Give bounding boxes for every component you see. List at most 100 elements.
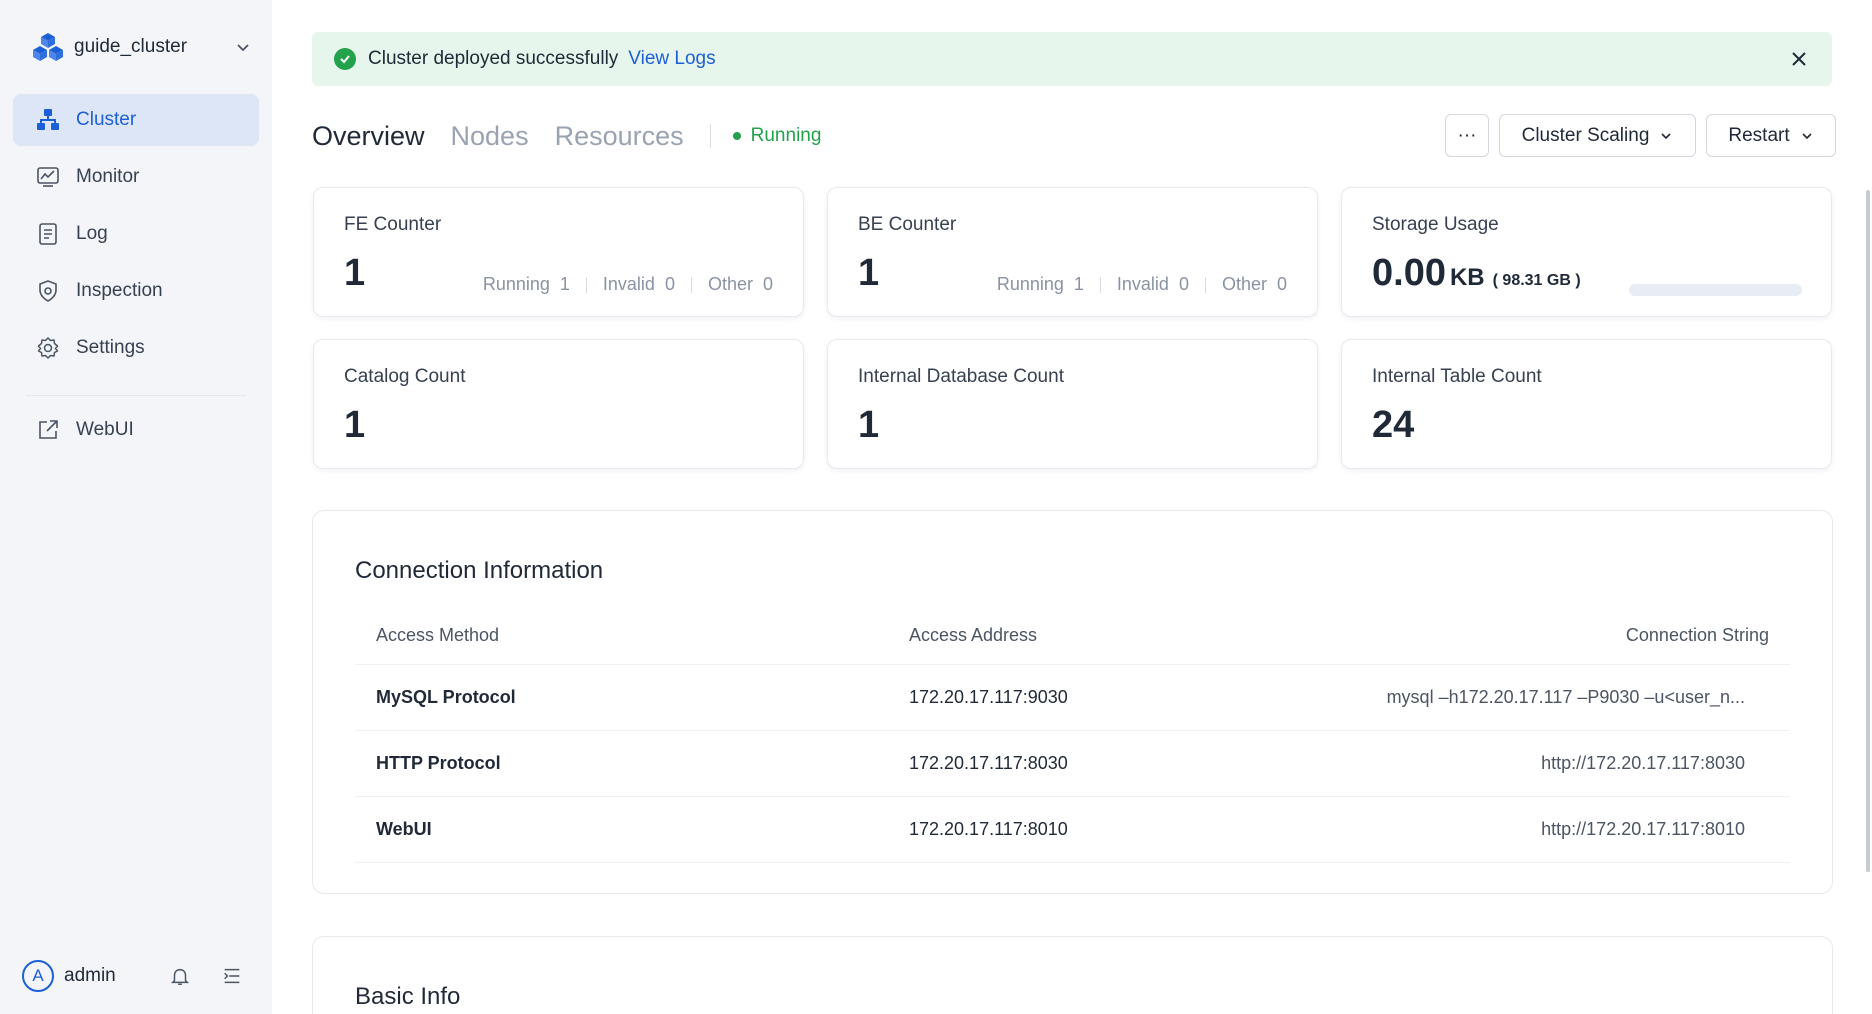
card-value: 1 bbox=[344, 252, 366, 294]
vertical-scrollbar[interactable] bbox=[1866, 190, 1870, 872]
storage-total: ( 98.31 GB ) bbox=[1492, 272, 1581, 289]
database-count-card: Internal Database Count 1 bbox=[827, 339, 1318, 469]
status-dot bbox=[732, 132, 741, 140]
sidebar-webui-section: WebUI bbox=[13, 404, 259, 461]
card-title: BE Counter bbox=[858, 214, 957, 235]
panel-title: Basic Info bbox=[355, 983, 461, 1010]
sidebar-item-label: WebUI bbox=[76, 419, 134, 440]
sidebar-item-monitor[interactable]: Monitor bbox=[13, 151, 259, 203]
view-logs-link[interactable]: View Logs bbox=[628, 48, 716, 69]
fe-counter-card: FE Counter 1 Running 1 Invalid 0 Other 0 bbox=[313, 187, 804, 317]
divider bbox=[585, 276, 587, 293]
table-count-card: Internal Table Count 24 bbox=[1341, 339, 1832, 469]
invalid-count: 0 bbox=[1178, 274, 1189, 294]
access-address[interactable]: 172.20.17.117:9030 bbox=[909, 687, 1068, 707]
storage-value: 0.00 KB ( 98.31 GB ) bbox=[1372, 252, 1581, 295]
table-row: WebUI 172.20.17.117:8010 http://172.20.1… bbox=[355, 797, 1790, 863]
cluster-scaling-button[interactable]: Cluster Scaling bbox=[1499, 114, 1696, 157]
sidebar-item-inspection[interactable]: Inspection bbox=[13, 265, 259, 317]
card-title: Internal Table Count bbox=[1372, 366, 1542, 387]
be-breakdown: Running 1 Invalid 0 Other 0 bbox=[997, 274, 1287, 295]
inspection-icon bbox=[35, 278, 61, 304]
tab-divider bbox=[709, 124, 711, 148]
header-access-address: Access Address bbox=[909, 625, 1038, 645]
check-circle-icon bbox=[334, 48, 356, 70]
chevron-down-icon bbox=[1661, 132, 1671, 139]
card-value: 1 bbox=[858, 252, 880, 294]
access-address[interactable]: 172.20.17.117:8030 bbox=[909, 753, 1068, 773]
connection-string[interactable]: http://172.20.17.117:8030 bbox=[1541, 753, 1745, 773]
sidebar-item-label: Settings bbox=[76, 337, 145, 358]
header-access-method: Access Method bbox=[376, 625, 500, 645]
header-connection-string: Connection String bbox=[1625, 625, 1769, 645]
card-title: Catalog Count bbox=[344, 366, 466, 387]
running-label: Running bbox=[996, 274, 1064, 294]
sidebar-item-cluster[interactable]: Cluster bbox=[13, 94, 259, 146]
connection-table: Access Method Access Address Connection … bbox=[355, 607, 1790, 863]
tab-bar: Overview Nodes Resources Running bbox=[312, 116, 821, 156]
sidebar-item-label: Inspection bbox=[76, 280, 163, 301]
table-header: Access Method Access Address Connection … bbox=[355, 607, 1790, 665]
access-address[interactable]: 172.20.17.117:8010 bbox=[909, 819, 1068, 839]
success-alert: Cluster deployed successfully View Logs bbox=[312, 32, 1832, 86]
status-text: Running bbox=[750, 125, 822, 146]
storage-usage-card: Storage Usage 0.00 KB ( 98.31 GB ) bbox=[1341, 187, 1832, 317]
status-badge: Running bbox=[732, 125, 822, 147]
card-value: 1 bbox=[344, 404, 366, 446]
sidebar: guide_cluster Cluster Monitor Log Ins bbox=[0, 0, 272, 1014]
table-row: HTTP Protocol 172.20.17.117:8030 http://… bbox=[355, 731, 1790, 797]
storage-unit: KB bbox=[1449, 264, 1485, 291]
log-icon bbox=[35, 221, 61, 247]
access-method: HTTP Protocol bbox=[376, 753, 501, 773]
sidebar-item-log[interactable]: Log bbox=[13, 208, 259, 260]
running-count: 1 bbox=[1073, 274, 1084, 294]
fe-breakdown: Running 1 Invalid 0 Other 0 bbox=[483, 274, 773, 295]
more-button[interactable]: ··· bbox=[1445, 114, 1489, 157]
card-title: FE Counter bbox=[344, 214, 442, 235]
other-label: Other bbox=[707, 274, 753, 294]
invalid-label: Invalid bbox=[1116, 274, 1169, 294]
sidebar-footer: A admin bbox=[22, 956, 252, 996]
catalog-count-card: Catalog Count 1 bbox=[313, 339, 804, 469]
sidebar-item-label: Cluster bbox=[76, 109, 137, 130]
cluster-logo-icon bbox=[33, 33, 63, 61]
sidebar-divider bbox=[26, 395, 246, 396]
chevron-down-icon bbox=[237, 44, 249, 52]
bell-icon[interactable] bbox=[168, 964, 192, 988]
chevron-down-icon bbox=[1802, 132, 1812, 139]
sidebar-item-webui[interactable]: WebUI bbox=[13, 404, 259, 456]
access-method: WebUI bbox=[376, 819, 432, 839]
restart-button[interactable]: Restart bbox=[1706, 114, 1836, 157]
connection-string[interactable]: mysql –h172.20.17.117 –P9030 –u<user_n..… bbox=[1386, 687, 1745, 707]
tab-overview[interactable]: Overview bbox=[312, 120, 425, 151]
card-title: Storage Usage bbox=[1372, 214, 1499, 235]
storage-used: 0.00 bbox=[1372, 252, 1446, 294]
panel-title: Connection Information bbox=[355, 557, 604, 584]
divider bbox=[1204, 276, 1206, 293]
close-icon[interactable] bbox=[1788, 48, 1810, 70]
alert-message: Cluster deployed successfully bbox=[368, 48, 619, 69]
cluster-name: guide_cluster bbox=[74, 36, 188, 57]
divider bbox=[1099, 276, 1101, 293]
tab-resources[interactable]: Resources bbox=[554, 120, 684, 151]
restart-label: Restart bbox=[1728, 124, 1790, 146]
collapse-menu-icon[interactable] bbox=[220, 964, 244, 988]
divider bbox=[690, 276, 692, 293]
cluster-scaling-label: Cluster Scaling bbox=[1521, 124, 1650, 146]
card-title: Internal Database Count bbox=[858, 366, 1064, 387]
cluster-switcher[interactable]: guide_cluster bbox=[32, 30, 252, 64]
tab-nodes[interactable]: Nodes bbox=[450, 120, 529, 151]
access-method: MySQL Protocol bbox=[376, 687, 516, 707]
other-count: 0 bbox=[1276, 274, 1287, 294]
sidebar-item-settings[interactable]: Settings bbox=[13, 322, 259, 374]
avatar[interactable]: A bbox=[22, 960, 54, 992]
user-name[interactable]: admin bbox=[64, 965, 116, 986]
settings-icon bbox=[35, 335, 61, 361]
other-label: Other bbox=[1221, 274, 1267, 294]
other-count: 0 bbox=[762, 274, 773, 294]
monitor-icon bbox=[35, 164, 61, 190]
running-label: Running bbox=[482, 274, 550, 294]
connection-string[interactable]: http://172.20.17.117:8010 bbox=[1541, 819, 1745, 839]
main-content: Cluster deployed successfully View Logs … bbox=[272, 0, 1872, 1014]
card-value: 24 bbox=[1372, 404, 1415, 446]
